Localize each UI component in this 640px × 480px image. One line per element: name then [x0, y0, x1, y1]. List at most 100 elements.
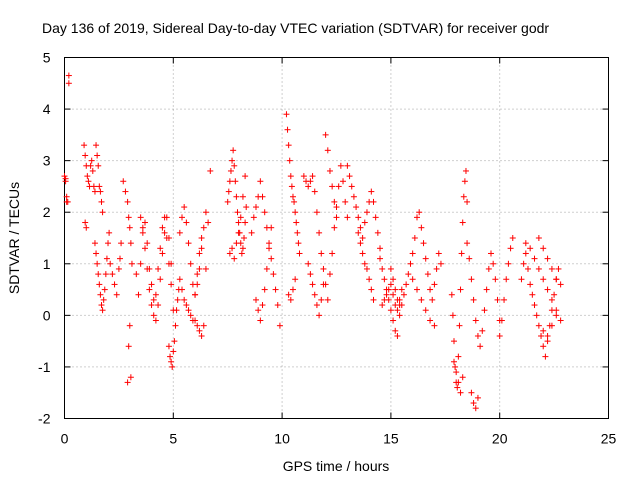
data-point	[274, 302, 281, 309]
data-point	[125, 343, 132, 350]
data-point	[316, 312, 323, 319]
data-point	[233, 193, 240, 200]
data-point	[185, 240, 192, 247]
data-point	[229, 157, 236, 164]
data-point	[192, 317, 199, 324]
data-point	[340, 178, 347, 185]
x-tick-label: 5	[169, 431, 177, 447]
data-point	[242, 219, 249, 226]
y-axis-label: SDTVAR / TECUs	[6, 182, 22, 294]
data-point	[155, 302, 162, 309]
data-point	[82, 219, 89, 226]
data-point	[431, 322, 438, 329]
data-point	[63, 193, 70, 200]
data-point	[503, 276, 510, 283]
data-point	[163, 235, 170, 241]
data-point	[337, 162, 344, 169]
data-point	[170, 348, 177, 355]
data-point	[553, 312, 560, 319]
data-point	[458, 250, 465, 257]
data-point	[122, 188, 129, 195]
data-point	[224, 198, 231, 205]
data-point	[551, 291, 558, 298]
data-point	[535, 235, 542, 241]
data-point	[88, 157, 95, 164]
data-point	[492, 276, 499, 283]
data-point	[431, 281, 438, 288]
data-point	[357, 224, 364, 231]
data-point	[252, 204, 259, 211]
data-point	[65, 80, 72, 87]
data-point	[113, 291, 120, 298]
data-point	[85, 178, 92, 185]
data-point	[390, 276, 397, 283]
data-point	[370, 198, 377, 205]
data-point	[456, 322, 463, 329]
data-point	[455, 379, 462, 386]
data-point	[176, 276, 183, 283]
data-point	[414, 214, 421, 221]
data-point	[171, 338, 178, 345]
data-point	[126, 224, 133, 231]
data-point	[548, 265, 555, 272]
x-tick-label: 15	[383, 431, 399, 447]
data-point	[65, 72, 72, 79]
data-point	[187, 260, 194, 267]
data-point	[146, 286, 153, 293]
data-point	[540, 327, 547, 334]
data-point	[300, 173, 307, 180]
data-point	[451, 338, 458, 345]
data-point	[179, 286, 186, 293]
data-point	[139, 229, 146, 236]
data-point	[133, 271, 140, 278]
data-point	[387, 307, 394, 314]
data-point	[387, 265, 394, 272]
data-point	[289, 286, 296, 293]
data-point	[285, 291, 292, 298]
data-point	[540, 343, 547, 350]
data-point	[313, 302, 320, 309]
data-point	[422, 255, 429, 262]
data-point	[98, 198, 105, 205]
data-point	[464, 240, 471, 247]
data-point	[295, 240, 302, 247]
data-point	[292, 276, 299, 283]
data-point	[405, 271, 412, 278]
data-point	[95, 271, 102, 278]
data-point	[93, 142, 100, 149]
data-point	[524, 265, 531, 272]
data-point	[263, 265, 270, 272]
data-point	[377, 255, 384, 262]
data-point	[172, 322, 179, 329]
data-point	[194, 322, 201, 329]
y-tick-label: 1	[43, 256, 51, 272]
data-point	[284, 126, 291, 133]
data-point	[531, 302, 538, 309]
data-point	[144, 240, 151, 247]
data-point	[318, 250, 325, 257]
data-point	[196, 327, 203, 334]
data-point	[381, 276, 388, 283]
data-point	[207, 167, 214, 174]
data-point	[259, 302, 266, 309]
data-point	[396, 312, 403, 319]
data-point	[494, 296, 501, 303]
data-point	[196, 250, 203, 257]
data-point	[97, 188, 104, 195]
data-point	[174, 296, 181, 303]
grid-lines	[64, 57, 609, 419]
data-point	[501, 296, 508, 303]
data-point	[127, 240, 134, 247]
data-point	[239, 193, 246, 200]
data-point	[544, 255, 551, 262]
data-point	[157, 245, 164, 252]
data-point	[150, 296, 157, 303]
data-point	[276, 322, 283, 329]
data-point	[333, 204, 340, 211]
data-point	[227, 167, 234, 174]
data-point	[538, 332, 545, 339]
data-point	[344, 162, 351, 169]
data-point	[231, 255, 238, 262]
data-point	[239, 245, 246, 252]
